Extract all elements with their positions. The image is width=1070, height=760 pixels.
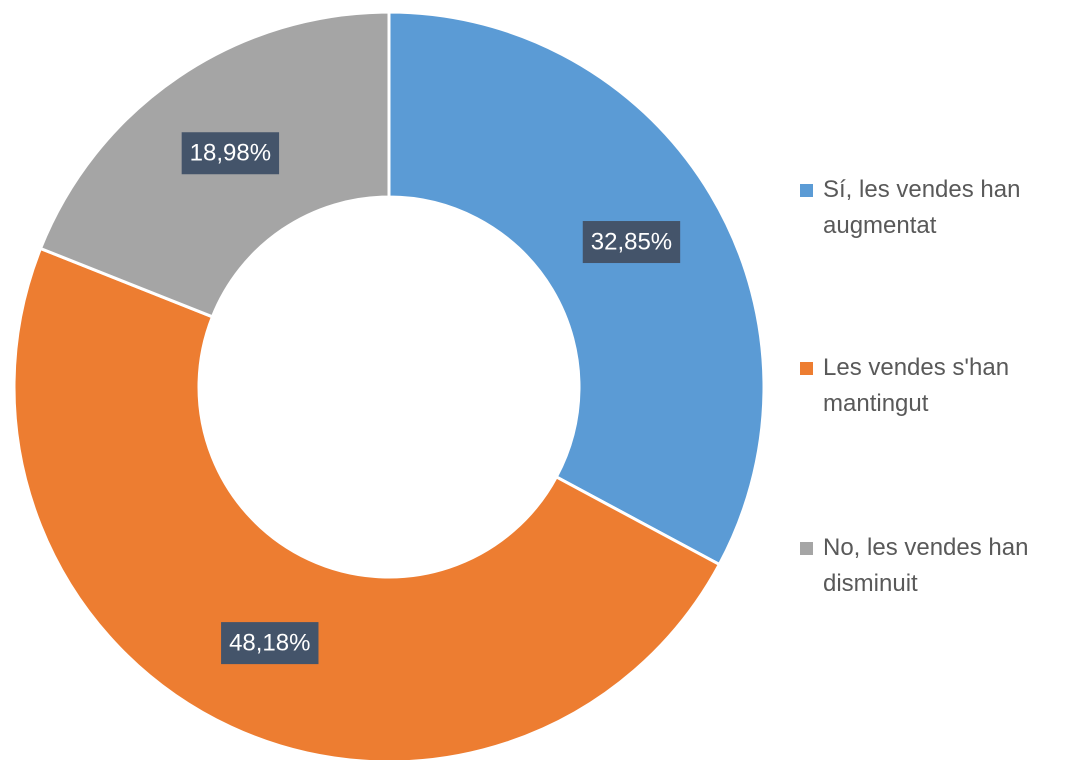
- data-label-text: 32,85%: [591, 228, 672, 255]
- legend-label: Les vendes s'han mantingut: [823, 354, 1010, 417]
- legend-label: No, les vendes han disminuit: [823, 534, 1029, 597]
- legend-label: Sí, les vendes han augmentat: [823, 176, 1021, 239]
- legend-swatch: [800, 542, 813, 555]
- data-label: 48,18%: [221, 622, 319, 665]
- data-label: 18,98%: [181, 132, 280, 175]
- legend-item: No, les vendes han disminuit: [800, 530, 1065, 602]
- donut-plot: 32,85% 48,18% 18,98%: [12, 10, 766, 760]
- data-label-text: 48,18%: [229, 629, 310, 656]
- donut-segment: [387, 10, 766, 567]
- donut-segment: [12, 246, 722, 760]
- data-label-box: [221, 622, 319, 665]
- legend-item: Les vendes s'han mantingut: [800, 350, 1065, 422]
- data-label: 32,85%: [582, 221, 681, 264]
- data-label-box: [181, 132, 280, 175]
- data-label-box: [582, 221, 681, 264]
- legend-swatch: [800, 362, 813, 375]
- legend-item: Sí, les vendes han augmentat: [800, 172, 1065, 244]
- legend: Sí, les vendes han augmentat Les vendes s…: [800, 0, 1070, 760]
- data-label-text: 18,98%: [190, 140, 271, 167]
- legend-swatch: [800, 184, 813, 197]
